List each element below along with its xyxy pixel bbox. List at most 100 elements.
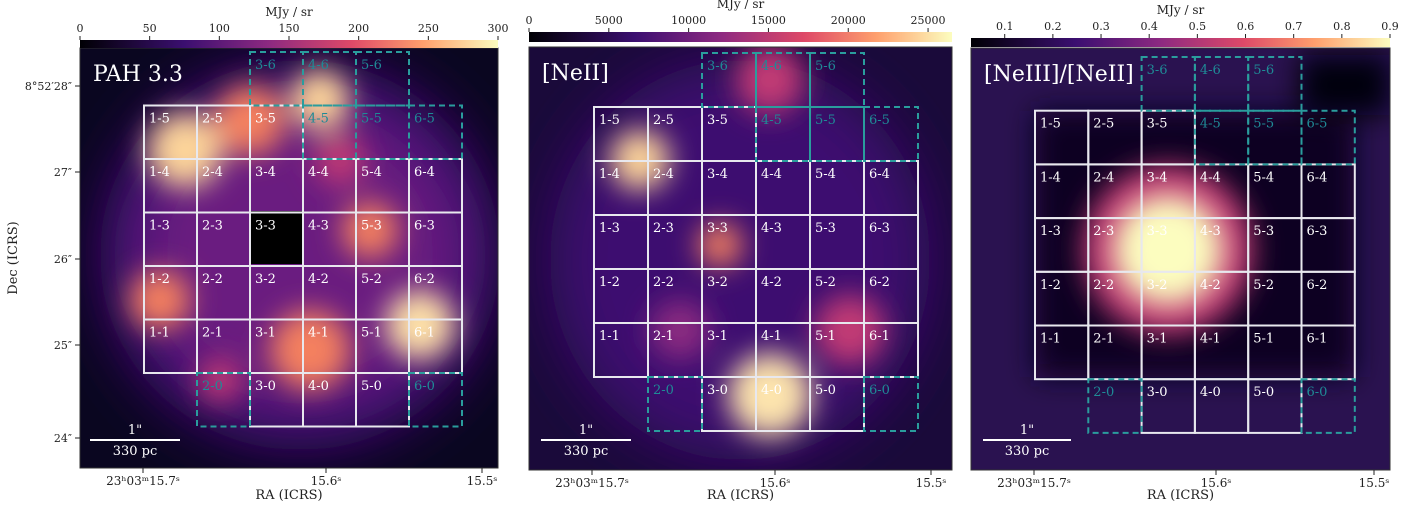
cell-label: 6-1 bbox=[1307, 332, 1328, 347]
cell-label: 1-5 bbox=[149, 112, 170, 127]
scale-bar-length: 1" bbox=[579, 423, 593, 438]
cell-label: 2-0 bbox=[1093, 385, 1114, 400]
cell-label: 5-0 bbox=[1253, 385, 1274, 400]
cell-outline bbox=[1247, 109, 1303, 166]
cell-outline bbox=[1247, 56, 1303, 112]
cell-outline bbox=[355, 104, 410, 160]
x-tick-label: 15.5ˢ bbox=[1359, 476, 1390, 490]
cell-label: 6-1 bbox=[869, 329, 890, 344]
image-frame bbox=[970, 47, 1391, 471]
colorbar-tick-label: 0.3 bbox=[1092, 20, 1110, 33]
x-axis-label: RA (ICRS) bbox=[707, 488, 774, 503]
cell-label: 4-3 bbox=[1200, 224, 1221, 239]
cell-label: 1-3 bbox=[1040, 224, 1061, 239]
y-axis-label: Dec (ICRS) bbox=[6, 221, 21, 294]
cell-label: 5-3 bbox=[361, 219, 382, 234]
cell-label: 6-2 bbox=[869, 275, 890, 290]
cell-label: 4-0 bbox=[1200, 385, 1221, 400]
cell-label: 6-1 bbox=[414, 326, 435, 341]
cell-outline bbox=[196, 372, 251, 428]
cell-label: 2-4 bbox=[202, 165, 223, 180]
cell-outline bbox=[408, 372, 463, 428]
cell-label: 6-4 bbox=[1307, 170, 1328, 185]
cell-label: 6-5 bbox=[1307, 117, 1328, 132]
cell-label: 3-2 bbox=[255, 272, 276, 287]
cell-label: 3-6 bbox=[707, 59, 728, 74]
cell-label: 3-5 bbox=[707, 113, 728, 128]
cell-label: 4-3 bbox=[761, 221, 782, 236]
cell-label: 4-4 bbox=[1200, 170, 1221, 185]
cell-label: 2-1 bbox=[1093, 332, 1114, 347]
x-tick-label: 15.5ˢ bbox=[467, 474, 498, 488]
cell-outline bbox=[863, 106, 919, 162]
cell-grid: 3-6 4-6 5-6 1-5 2-5 3-5 4-5 5-5 6-5 1-4 2-4 3-4 4-4 5… bbox=[143, 51, 463, 428]
cell-label: 5-1 bbox=[815, 329, 836, 344]
cell-label: 4-2 bbox=[308, 272, 329, 287]
cell-label: 3-1 bbox=[1147, 332, 1168, 347]
cell-label: 5-5 bbox=[815, 113, 836, 128]
cell-label: 2-0 bbox=[202, 379, 223, 394]
cell-label: 3-2 bbox=[1147, 278, 1168, 293]
colorbar-tick-label: 300 bbox=[488, 22, 509, 35]
cell-label: 1-3 bbox=[149, 219, 170, 234]
cell-outline bbox=[647, 376, 703, 432]
cell-label: 4-5 bbox=[1200, 117, 1221, 132]
y-tick-label: 26″ bbox=[54, 253, 72, 266]
cell-label: 5-5 bbox=[1253, 117, 1274, 132]
cell-label: 3-3 bbox=[1147, 224, 1168, 239]
cell-label: 1-5 bbox=[1040, 117, 1061, 132]
cell-label: 5-4 bbox=[815, 167, 836, 182]
colorbar-tick-label: 5000 bbox=[595, 14, 623, 27]
scale-bar-distance: 330 pc bbox=[1005, 444, 1050, 459]
cell-label: 1-4 bbox=[149, 165, 170, 180]
colorbar bbox=[80, 40, 498, 48]
cell-label: 3-5 bbox=[255, 112, 276, 127]
colorbar-tick-label: 0 bbox=[77, 22, 84, 35]
cell-label: 4-1 bbox=[308, 326, 329, 341]
cell-label: 5-4 bbox=[1253, 170, 1274, 185]
cell-label: 1-2 bbox=[149, 272, 170, 287]
x-tick-label: 15.5ˢ bbox=[916, 476, 947, 490]
cell-label: 6-2 bbox=[1307, 278, 1328, 293]
cell-label: 4-5 bbox=[308, 112, 329, 127]
cell-label: 3-4 bbox=[707, 167, 728, 182]
cell-label: 1-5 bbox=[599, 113, 620, 128]
cell-label: 2-1 bbox=[202, 326, 223, 341]
cell-label: 6-4 bbox=[869, 167, 890, 182]
cell-label: 4-4 bbox=[308, 165, 329, 180]
colorbar-tick-label: 0.1 bbox=[996, 20, 1014, 33]
cell-label: 6-3 bbox=[1307, 224, 1328, 239]
cell-label: 3-3 bbox=[255, 219, 276, 234]
cell-label: 3-6 bbox=[255, 58, 276, 73]
panel-title: [NeIII]/[NeII] bbox=[984, 62, 1134, 87]
cell-label: 2-3 bbox=[202, 219, 223, 234]
cell-label: 6-4 bbox=[414, 165, 435, 180]
colorbar-label: MJy / sr bbox=[265, 5, 313, 19]
cell-grid: 3-6 4-6 5-6 1-5 2-5 3-5 4-5 5-5 6-5 1-4 2-4 3-4 4-4 5… bbox=[1034, 56, 1356, 434]
colorbar-tick-label: 0.7 bbox=[1285, 20, 1303, 33]
x-tick-label: 15.6ˢ bbox=[1201, 476, 1232, 490]
cell-label: 2-3 bbox=[1093, 224, 1114, 239]
cell-outline bbox=[1300, 378, 1356, 434]
cell-outline bbox=[355, 51, 410, 107]
cell-label: 3-0 bbox=[255, 379, 276, 394]
cell-label: 2-5 bbox=[202, 112, 223, 127]
cell-label: 6-5 bbox=[869, 113, 890, 128]
cell-label: 5-6 bbox=[361, 58, 382, 73]
cell-label: 4-6 bbox=[1200, 63, 1221, 78]
cell-label: 4-2 bbox=[1200, 278, 1221, 293]
cell-label: 3-0 bbox=[707, 383, 728, 398]
colorbar-tick-label: 15000 bbox=[751, 14, 786, 27]
colorbar bbox=[529, 32, 952, 42]
cell-label: 5-5 bbox=[361, 112, 382, 127]
cell-outline bbox=[408, 318, 463, 374]
cell-outline bbox=[249, 51, 304, 107]
cell-label: 1-2 bbox=[1040, 278, 1061, 293]
y-tick-label: 24″ bbox=[54, 432, 72, 445]
cell-outline bbox=[1087, 378, 1143, 434]
cell-outline bbox=[1193, 109, 1250, 166]
cell-label: 2-0 bbox=[653, 383, 674, 398]
cell-outline bbox=[355, 372, 410, 428]
